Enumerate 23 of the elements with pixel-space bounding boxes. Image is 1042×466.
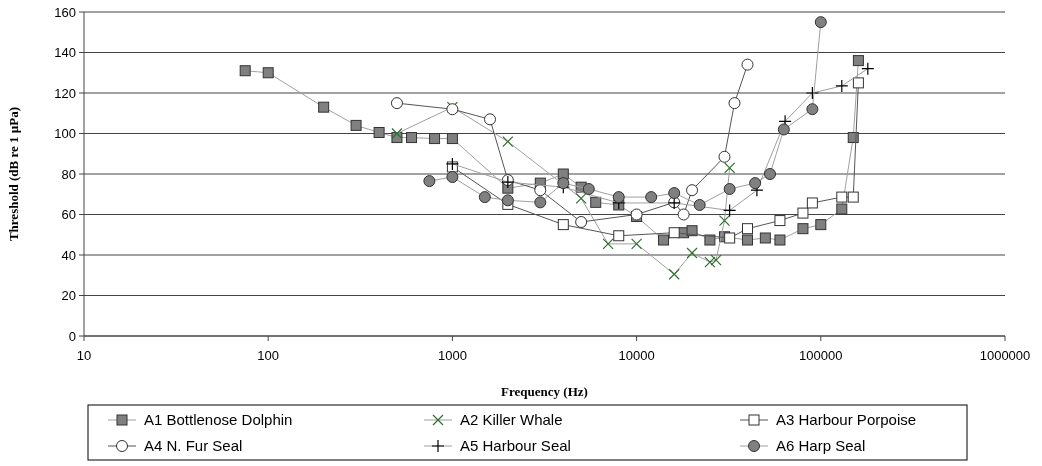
y-tick-label: 80 — [61, 166, 76, 182]
y-tick-label: 60 — [61, 207, 76, 223]
x-axis-title: Frequency (Hz) — [501, 384, 588, 399]
y-tick-label: 20 — [61, 288, 76, 304]
x-tick-label: 1000000 — [979, 348, 1031, 363]
x-tick-label: 100000 — [799, 348, 843, 363]
x-tick-label: 10 — [76, 348, 92, 363]
x-tick-label: 1000 — [437, 348, 467, 363]
y-tick-label: 160 — [54, 4, 76, 20]
legend-label: A2 Killer Whale — [460, 411, 563, 429]
x-tick-label: 100 — [257, 348, 280, 363]
y-axis-title: Threshold (dB re 1 µPa) — [6, 106, 21, 242]
legend-label: A1 Bottlenose Dolphin — [144, 411, 293, 429]
y-tick-label: 140 — [54, 45, 76, 61]
legend-label: A6 Harp Seal — [776, 437, 866, 455]
legend-label: A3 Harbour Porpoise — [776, 411, 917, 429]
y-tick-label: 120 — [54, 85, 76, 101]
y-tick-label: 40 — [61, 247, 76, 263]
y-tick-label: 100 — [54, 126, 76, 142]
x-tick-label: 10000 — [618, 348, 655, 363]
y-tick-label: 0 — [68, 328, 76, 344]
legend-label: A5 Harbour Seal — [460, 437, 571, 455]
legend-label: A4 N. Fur Seal — [144, 437, 243, 455]
